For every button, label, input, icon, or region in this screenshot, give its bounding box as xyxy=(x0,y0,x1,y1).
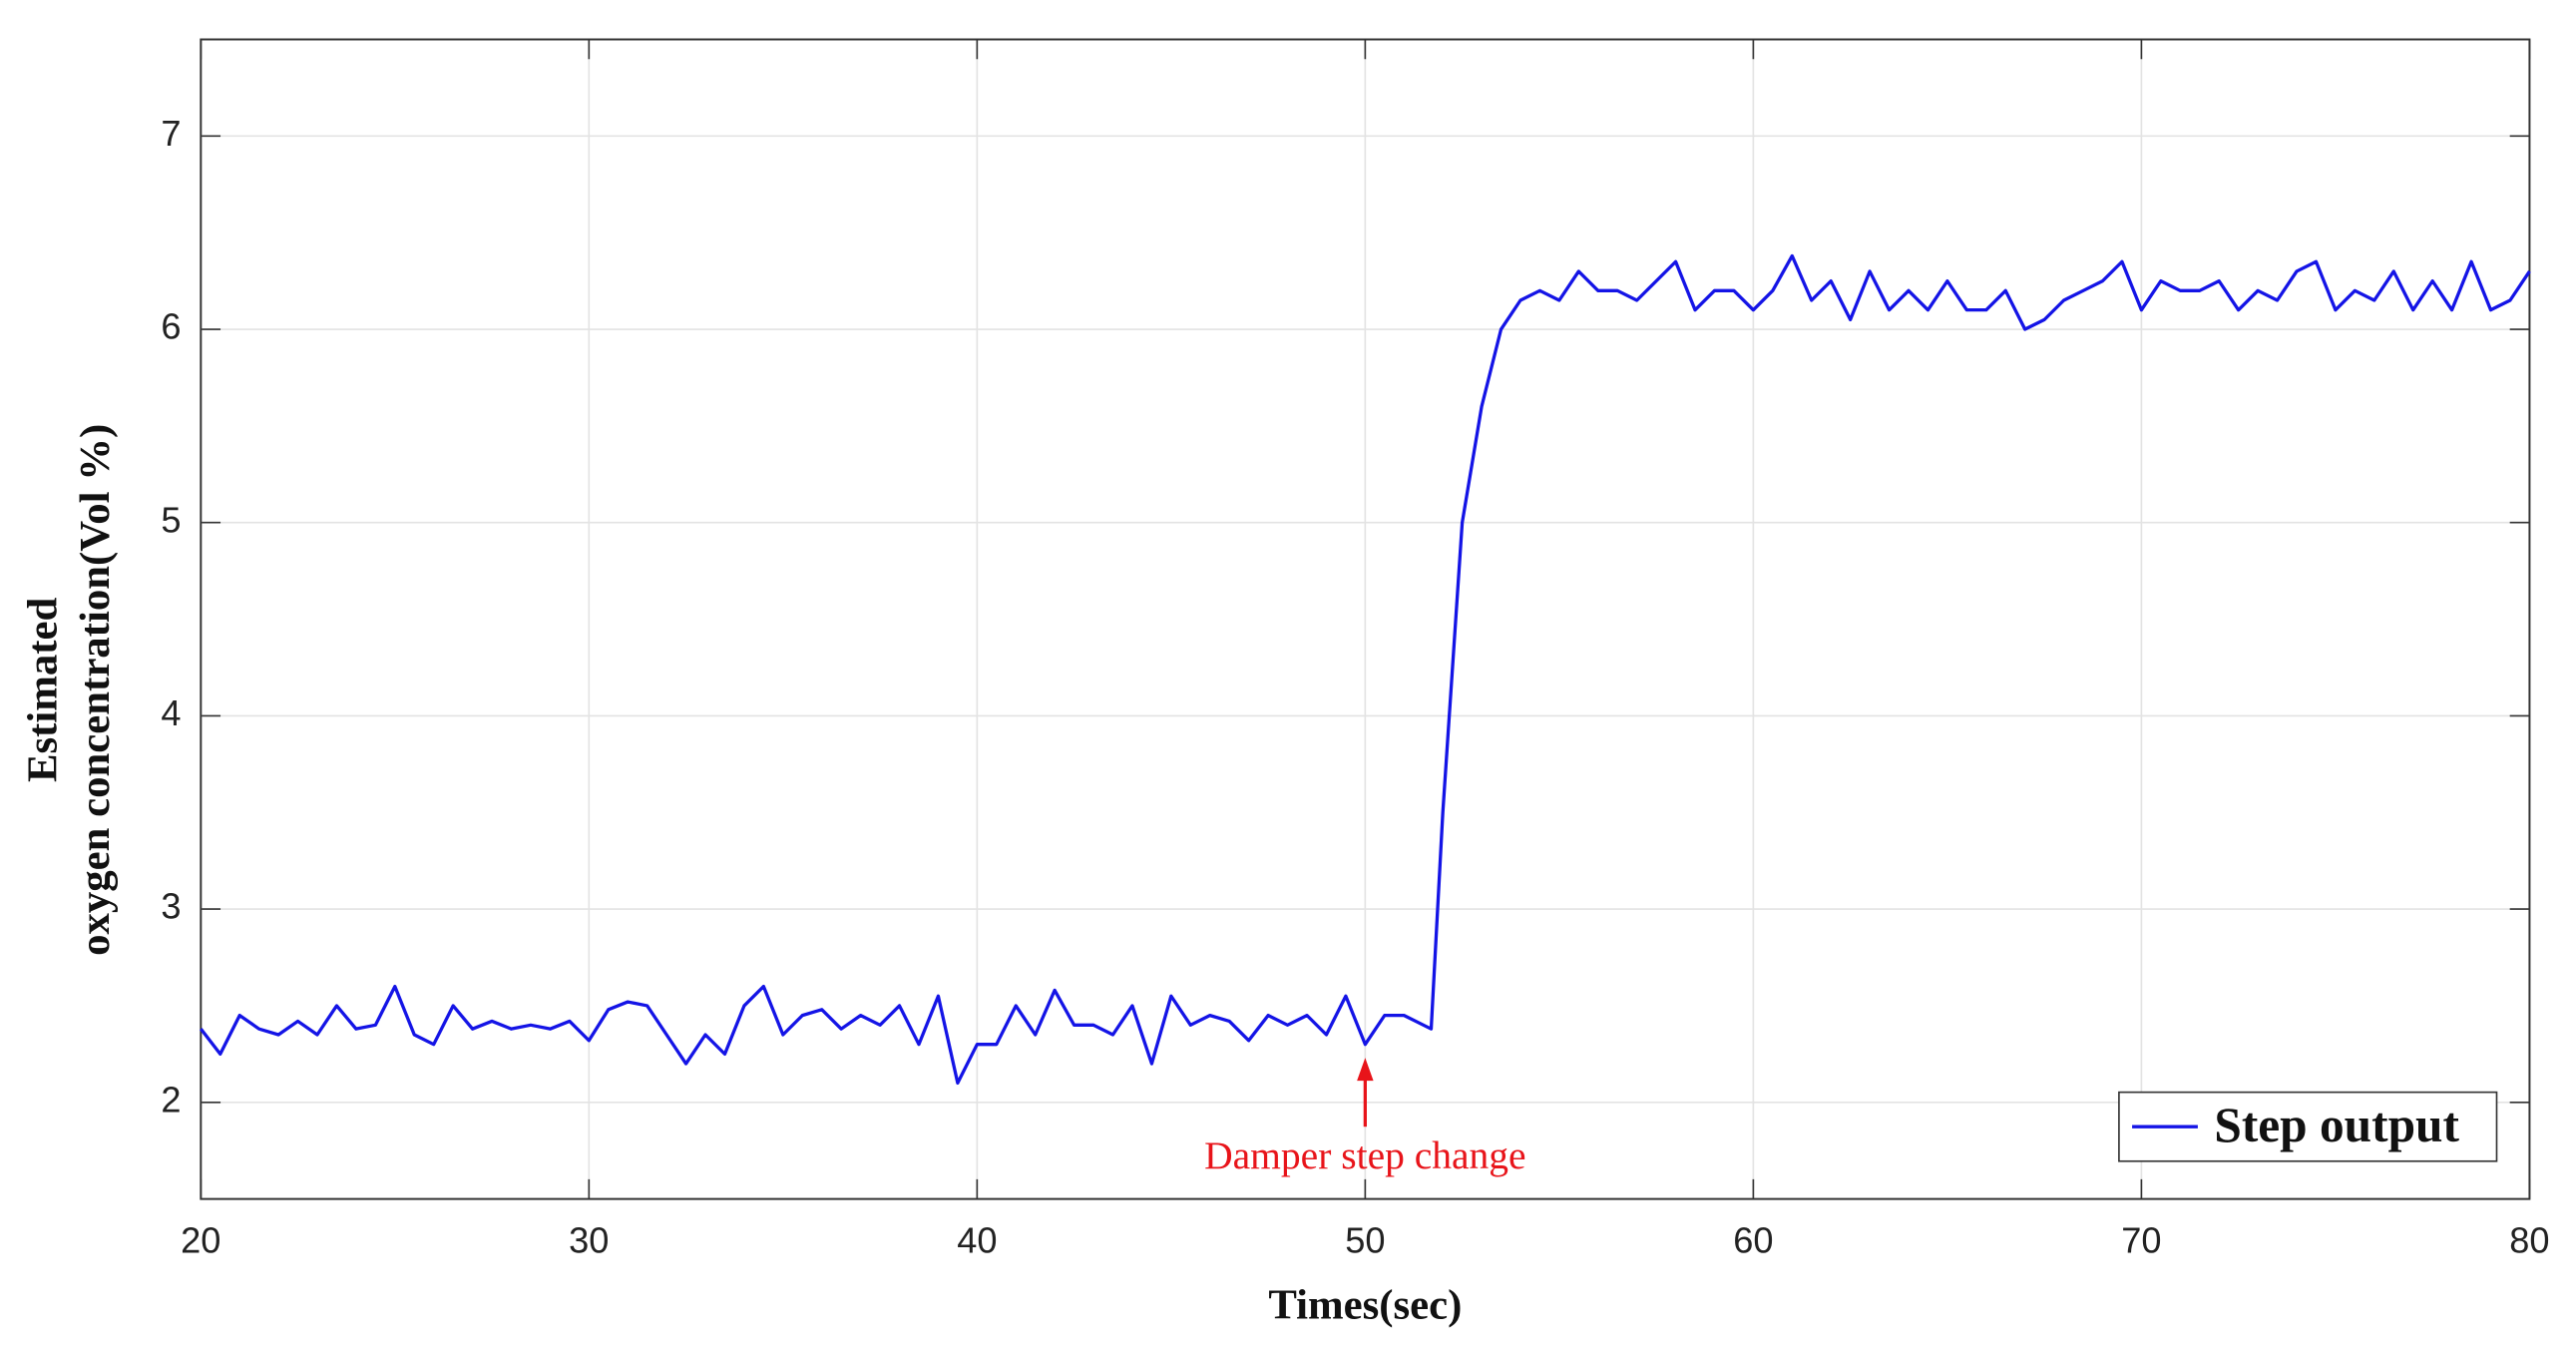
x-tick-label: 30 xyxy=(569,1220,609,1261)
x-tick-label: 60 xyxy=(1733,1220,1773,1261)
x-tick-label: 70 xyxy=(2121,1220,2161,1261)
y-axis-title-line: oxygen concentration(Vol %) xyxy=(72,424,119,956)
x-axis-title: Times(sec) xyxy=(1268,1282,1462,1329)
x-tick-label: 80 xyxy=(2509,1220,2549,1261)
x-tick-label: 50 xyxy=(1345,1220,1385,1261)
y-tick-label: 5 xyxy=(161,499,181,540)
annotation-arrowhead xyxy=(1357,1058,1374,1082)
x-tick-label: 20 xyxy=(181,1220,220,1261)
legend-label: Step output xyxy=(2214,1098,2459,1152)
data-line xyxy=(200,253,2531,1086)
y-axis-title-line: Estimated xyxy=(19,597,66,782)
y-axis-title: Estimated oxygen concentration(Vol %) xyxy=(19,424,119,956)
y-tick-label: 4 xyxy=(161,692,181,733)
y-tick-label: 2 xyxy=(161,1079,181,1120)
annotation: Damper step change xyxy=(1204,1133,1525,1177)
y-tick-label: 6 xyxy=(161,306,181,347)
y-tick-label: 3 xyxy=(161,886,181,927)
x-tick-label: 40 xyxy=(957,1220,997,1261)
plot-frame xyxy=(200,38,2531,1200)
y-tick-label: 7 xyxy=(161,113,181,154)
